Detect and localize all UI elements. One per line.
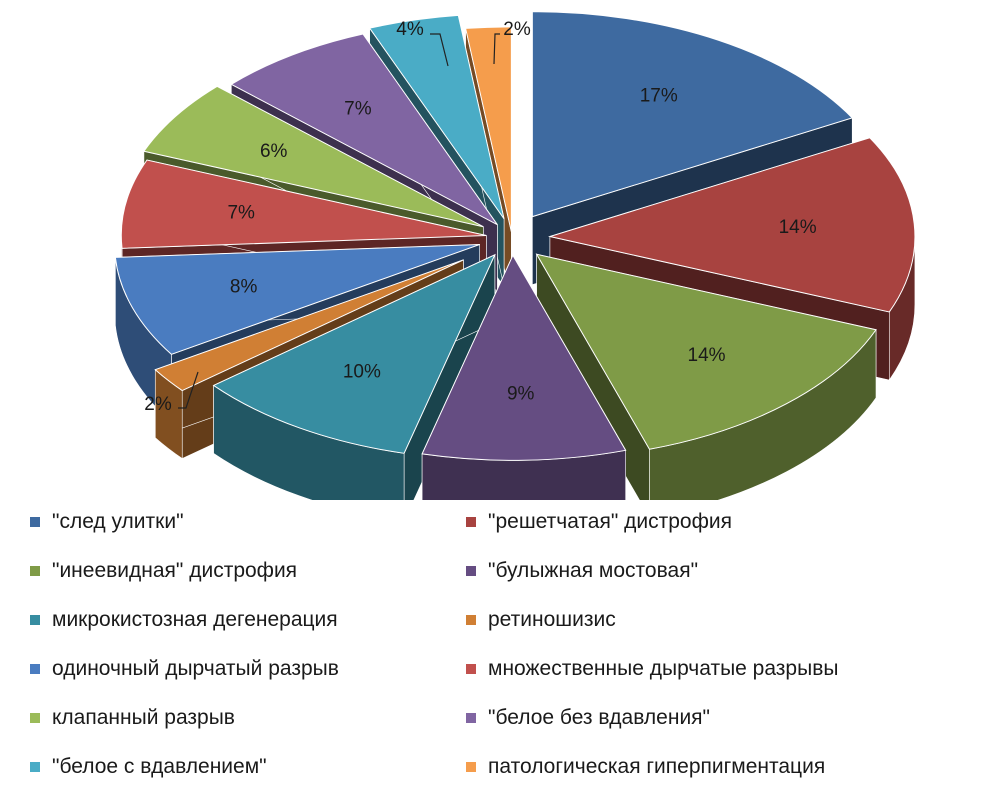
legend-swatch: [30, 566, 40, 576]
legend-item: "булыжная мостовая": [466, 554, 936, 588]
legend-label: микрокистозная дегенерация: [52, 608, 338, 631]
legend-swatch: [466, 664, 476, 674]
legend-label: "белое без вдавления": [488, 706, 710, 729]
legend-item: ретиношизис: [466, 603, 936, 637]
data-label: 4%: [396, 19, 424, 40]
legend-swatch: [466, 762, 476, 772]
legend-label: одиночный дырчатый разрыв: [52, 657, 339, 680]
legend-label: "инеевидная" дистрофия: [52, 559, 298, 582]
legend-swatch: [30, 664, 40, 674]
data-label: 9%: [507, 384, 535, 405]
data-label: 7%: [344, 98, 372, 119]
pie-slice: [421, 254, 627, 500]
leader-line: [493, 33, 500, 65]
legend-swatch: [466, 566, 476, 576]
legend-label: патологическая гиперпигментация: [488, 755, 826, 778]
data-label: 6%: [260, 141, 288, 162]
data-label: 2%: [503, 19, 531, 40]
data-label: 14%: [779, 217, 817, 238]
data-label: 14%: [688, 345, 726, 366]
legend-label: множественные дырчатые разрывы: [488, 657, 839, 680]
legend-swatch: [30, 615, 40, 625]
data-label: 8%: [230, 277, 258, 298]
pie-slice: [535, 253, 877, 500]
legend-item: одиночный дырчатый разрыв: [30, 652, 466, 686]
legend-swatch: [30, 517, 40, 527]
leader-line: [178, 371, 199, 409]
pie-slice: [212, 253, 496, 500]
legend-label: "решетчатая" дистрофия: [488, 510, 732, 533]
legend-item: множественные дырчатые разрывы: [466, 652, 936, 686]
pie-chart: 17% 14% 14% 9% 10% 2% 8% 7% 6% 7% 4% 2%: [114, 11, 916, 500]
legend-item: "решетчатая" дистрофия: [466, 505, 936, 539]
data-label: 7%: [227, 203, 255, 224]
legend-item: микрокистозная дегенерация: [30, 603, 466, 637]
legend-swatch: [30, 713, 40, 723]
legend-item: "инеевидная" дистрофия: [30, 554, 466, 588]
legend-item: патологическая гиперпигментация: [466, 750, 936, 784]
legend-swatch: [466, 615, 476, 625]
data-label: 17%: [640, 86, 678, 107]
legend-swatch: [466, 713, 476, 723]
data-label: 10%: [343, 361, 381, 382]
legend-label: "след улитки": [52, 510, 184, 533]
legend-swatch: [30, 762, 40, 772]
leader-line: [430, 33, 449, 67]
legend: "след улитки" "решетчатая" дистрофия "инее…: [30, 505, 970, 784]
legend-label: ретиношизис: [488, 608, 616, 631]
legend-item: "белое без вдавления": [466, 701, 936, 735]
legend-label: "белое с вдавлением": [52, 755, 267, 778]
legend-item: "белое с вдавлением": [30, 750, 466, 784]
legend-label: клапанный разрыв: [52, 706, 235, 729]
legend-item: клапанный разрыв: [30, 701, 466, 735]
data-label: 2%: [144, 394, 172, 415]
legend-item: "след улитки": [30, 505, 466, 539]
legend-swatch: [466, 517, 476, 527]
legend-label: "булыжная мостовая": [488, 559, 699, 582]
